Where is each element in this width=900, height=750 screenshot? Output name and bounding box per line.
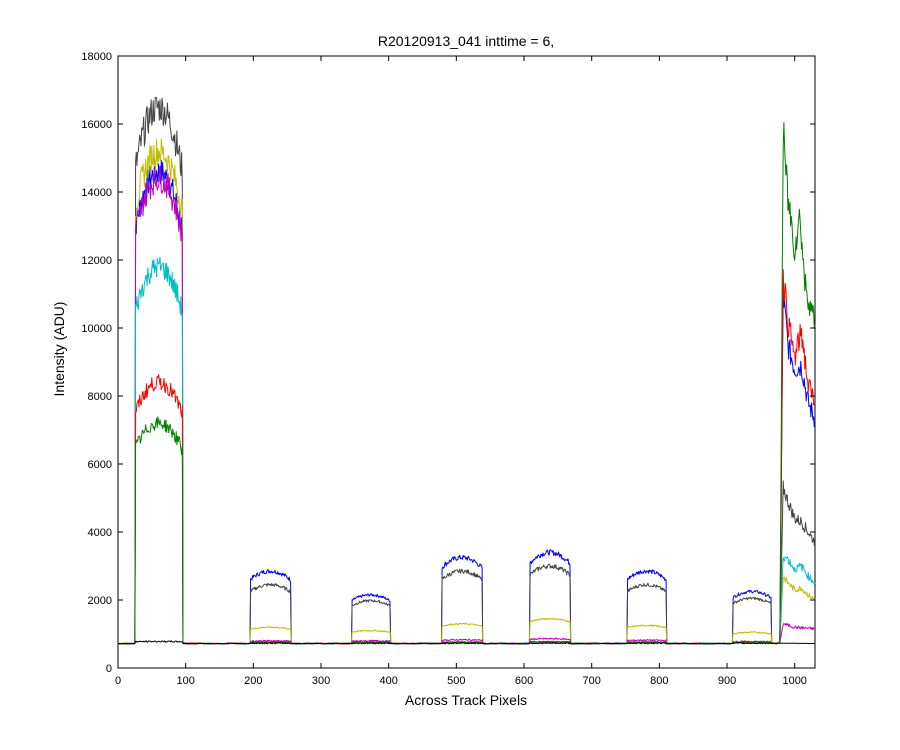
x-tick-label: 100 <box>176 675 194 687</box>
series-line-2 <box>117 138 816 645</box>
series-line-1 <box>117 96 816 645</box>
x-tick-label: 800 <box>650 675 668 687</box>
chart-title: R20120913_041 inttime = 6, <box>378 33 554 49</box>
tick-layer: 0 100 200 300 400 500 600 700 800 900 100002000400… <box>81 51 815 687</box>
x-axis-label: Across Track Pixels <box>405 692 527 708</box>
x-tick-label: 600 <box>515 675 533 687</box>
y-axis-label: Intensity (ADU) <box>51 302 67 397</box>
y-tick-label: 12000 <box>81 255 112 267</box>
x-tick-label: 700 <box>583 675 601 687</box>
series-layer <box>117 96 816 645</box>
y-tick-label: 10000 <box>81 323 112 335</box>
series-line-7 <box>117 640 815 645</box>
series-line-0 <box>118 159 816 645</box>
plot-background <box>117 55 816 669</box>
y-tick-label: 8000 <box>88 391 112 403</box>
x-tick-label: 500 <box>447 675 465 687</box>
x-tick-label: 0 <box>115 675 121 687</box>
y-tick-label: 0 <box>106 663 112 675</box>
y-tick-label: 18000 <box>81 51 112 63</box>
x-tick-label: 1000 <box>782 675 806 687</box>
y-tick-label: 4000 <box>88 527 112 539</box>
x-tick-label: 400 <box>379 675 397 687</box>
x-tick-label: 200 <box>244 675 262 687</box>
y-tick-label: 16000 <box>81 119 112 131</box>
x-tick-label: 900 <box>718 675 736 687</box>
y-tick-label: 6000 <box>88 459 112 471</box>
y-tick-label: 14000 <box>81 187 112 199</box>
y-tick-label: 2000 <box>88 595 112 607</box>
x-tick-label: 300 <box>312 675 330 687</box>
